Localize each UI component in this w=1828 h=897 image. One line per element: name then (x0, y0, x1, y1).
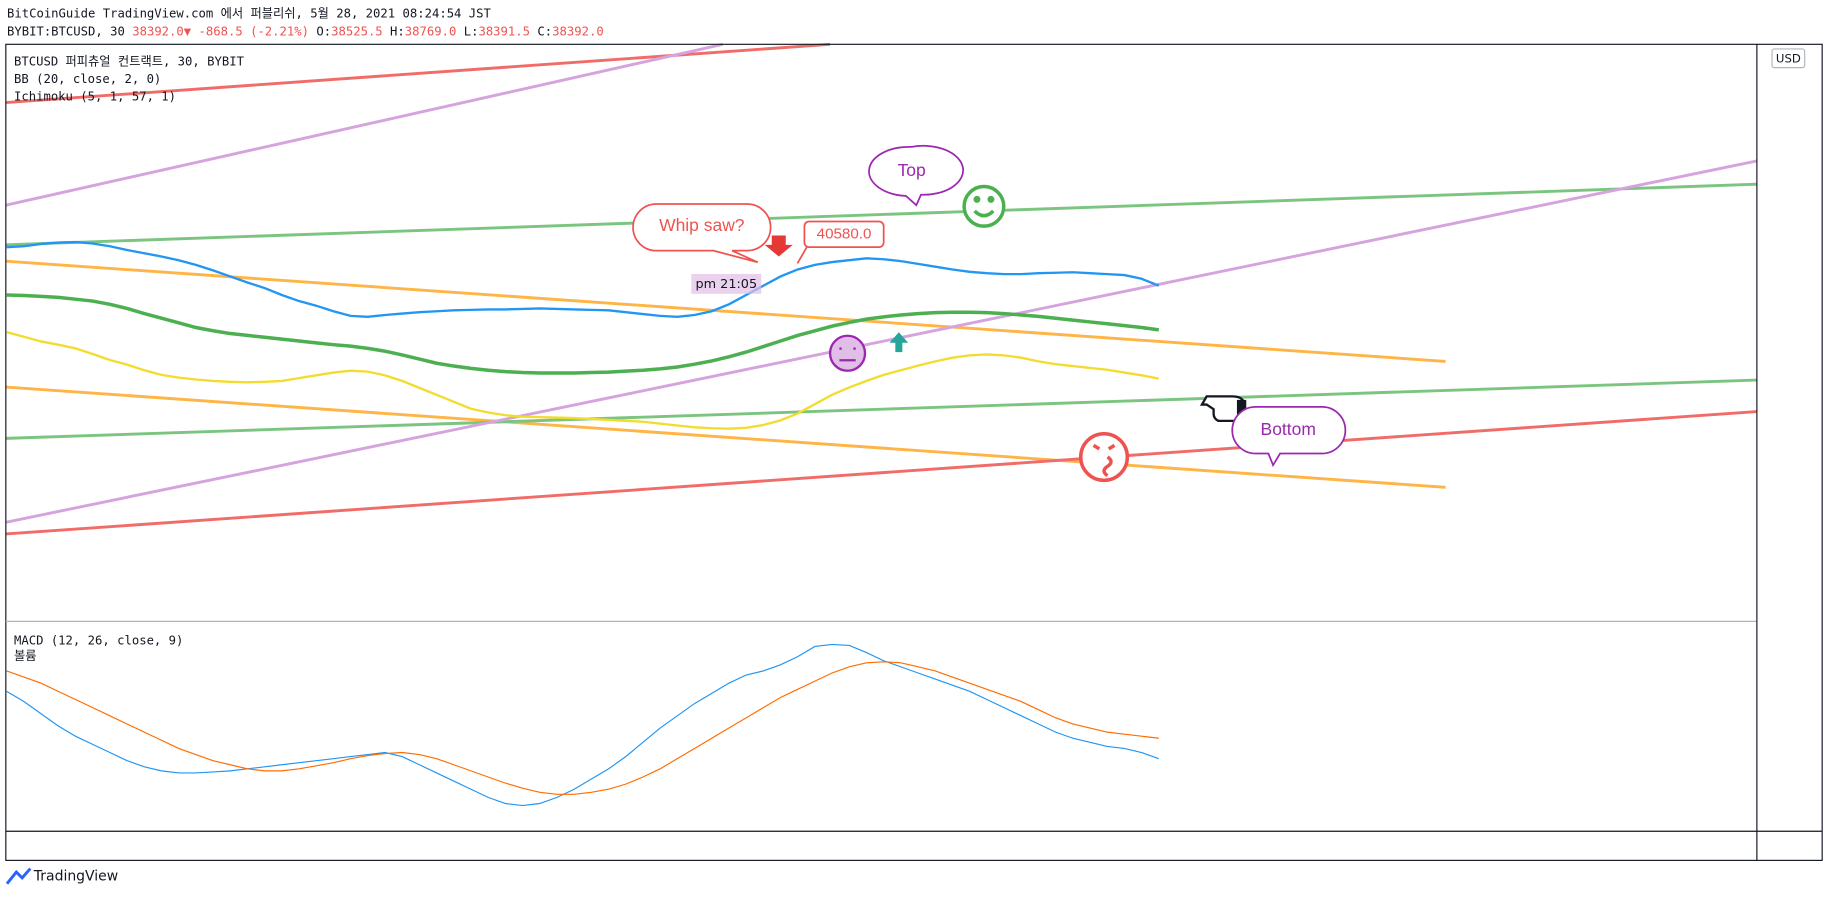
annotations: Whip saw? 40580.0 pm 21:05 Top Bottom (632, 144, 1347, 483)
series (6, 240, 1160, 807)
currency-box[interactable] (1771, 48, 1806, 69)
ohlc-key: L: (464, 24, 479, 38)
callout (632, 203, 772, 264)
footer-brand: TradingView (33, 869, 118, 885)
neutral-face (828, 334, 867, 372)
ohlc-key: C: (537, 24, 552, 38)
ohlc-key: O: (316, 24, 331, 38)
ohlc-value: 38392.0 (552, 24, 604, 38)
trend-line (5, 259, 1446, 363)
callout (868, 144, 964, 207)
trend-line (5, 385, 1446, 489)
change: ▼ -868.5 (-2.21%) (184, 24, 309, 38)
bb-lower (6, 331, 1160, 430)
symbol: BYBIT:BTCUSD, 30 (7, 24, 125, 38)
macd-line (6, 643, 1160, 807)
hand-cuff (1236, 399, 1247, 418)
callout (1231, 406, 1347, 468)
bb-basis (6, 293, 1160, 375)
callout-text: Top (898, 160, 926, 180)
macd-legend: MACD (12, 26, close, 9) (14, 634, 183, 648)
callout-tail (796, 246, 808, 264)
trend-line (5, 378, 1757, 440)
sad-face (1078, 431, 1130, 483)
volume-legend: 볼륨 (14, 649, 37, 663)
symbol-line: BYBIT:BTCUSD, 30 38392.0▼ -868.5 (-2.21%… (7, 24, 604, 38)
frame (5, 43, 1823, 861)
trend-line (5, 182, 1757, 247)
logo (5, 867, 32, 885)
trend-line (5, 42, 831, 105)
indicator-legend: Ichimoku (5, 1, 57, 1) (14, 89, 176, 103)
callout-text: Bottom (1261, 419, 1316, 439)
bb-upper (6, 240, 1160, 319)
time-label: pm 21:05 (695, 277, 757, 292)
price-callout (803, 220, 885, 249)
up-arrow (889, 332, 909, 353)
trend-lines (5, 42, 1758, 536)
chart-legend: BTCUSD 퍼피츄얼 컨트랙트, 30, BYBIT (14, 54, 245, 68)
signal-line (6, 661, 1159, 795)
trend-line (5, 42, 724, 207)
ohlc-value: 38525.5 (331, 24, 383, 38)
published-line: BitCoinGuide TradingView.com 에서 퍼블리쉬, 5월… (7, 7, 492, 21)
ohlc-key: H: (390, 24, 405, 38)
currency[interactable]: USD (1776, 51, 1801, 65)
trend-line (5, 410, 1757, 536)
callout-text: Whip saw? (659, 215, 745, 235)
ohlc-value: 38769.0 (405, 24, 457, 38)
ohlc-value: 38391.5 (478, 24, 530, 38)
time-label-box (691, 273, 762, 294)
last: 38392.0 (132, 24, 184, 38)
smiley (962, 184, 1006, 228)
indicator-legend: BB (20, close, 2, 0) (14, 72, 161, 86)
price-callout-text: 40580.0 (817, 225, 872, 242)
trend-line (5, 159, 1758, 524)
